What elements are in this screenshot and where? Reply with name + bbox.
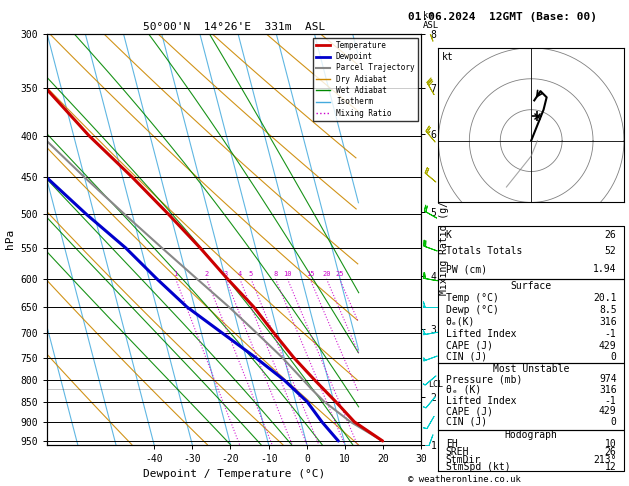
Text: Hodograph: Hodograph [504,430,558,440]
Text: 974: 974 [599,374,616,384]
Text: 316: 316 [599,317,616,327]
Text: 0: 0 [611,417,616,427]
Text: 1: 1 [174,271,178,277]
Text: 10: 10 [283,271,292,277]
Text: 5: 5 [249,271,253,277]
Text: 15: 15 [306,271,314,277]
Text: 1.94: 1.94 [593,264,616,274]
Text: θₑ (K): θₑ (K) [446,385,481,395]
Text: EH: EH [446,439,457,449]
Text: 429: 429 [599,406,616,416]
Text: CIN (J): CIN (J) [446,352,487,362]
Text: 213°: 213° [593,455,616,465]
Text: © weatheronline.co.uk: © weatheronline.co.uk [408,474,520,484]
Text: 20.1: 20.1 [593,293,616,303]
Text: -1: -1 [605,329,616,339]
Text: 4: 4 [238,271,242,277]
Text: Most Unstable: Most Unstable [493,364,569,374]
Text: -1: -1 [605,396,616,405]
Text: StmDir: StmDir [446,455,481,465]
Text: 8: 8 [273,271,277,277]
Legend: Temperature, Dewpoint, Parcel Trajectory, Dry Adiabat, Wet Adiabat, Isotherm, Mi: Temperature, Dewpoint, Parcel Trajectory… [313,38,418,121]
Text: 52: 52 [605,246,616,256]
Text: CAPE (J): CAPE (J) [446,406,493,416]
Text: 316: 316 [599,385,616,395]
Text: 2: 2 [204,271,209,277]
Text: 01.06.2024  12GMT (Base: 00): 01.06.2024 12GMT (Base: 00) [408,12,596,22]
Text: Pressure (mb): Pressure (mb) [446,374,522,384]
Text: 8.5: 8.5 [599,305,616,315]
X-axis label: Dewpoint / Temperature (°C): Dewpoint / Temperature (°C) [143,469,325,479]
Text: Dewp (°C): Dewp (°C) [446,305,499,315]
Text: 26: 26 [605,447,616,457]
Text: 3: 3 [223,271,228,277]
Text: CIN (J): CIN (J) [446,417,487,427]
Text: Totals Totals: Totals Totals [446,246,522,256]
Title: 50°00'N  14°26'E  331m  ASL: 50°00'N 14°26'E 331m ASL [143,22,325,32]
Text: 10: 10 [605,439,616,449]
Text: 429: 429 [599,341,616,351]
Text: km
ASL: km ASL [423,11,440,30]
Text: K: K [446,230,452,241]
Text: CAPE (J): CAPE (J) [446,341,493,351]
Text: kt: kt [442,52,454,63]
Text: 12: 12 [605,462,616,472]
Text: 26: 26 [605,230,616,241]
Text: PW (cm): PW (cm) [446,264,487,274]
Text: LCL: LCL [428,380,443,389]
Text: SREH: SREH [446,447,469,457]
Y-axis label: Mixing Ratio (g/kg): Mixing Ratio (g/kg) [439,184,449,295]
Text: StmSpd (kt): StmSpd (kt) [446,462,511,472]
Text: 20: 20 [322,271,331,277]
Y-axis label: hPa: hPa [5,229,15,249]
Text: θₑ(K): θₑ(K) [446,317,476,327]
Text: Lifted Index: Lifted Index [446,396,516,405]
Text: 0: 0 [611,352,616,362]
Text: Temp (°C): Temp (°C) [446,293,499,303]
Text: Lifted Index: Lifted Index [446,329,516,339]
Text: 25: 25 [335,271,344,277]
Text: Surface: Surface [511,280,552,291]
